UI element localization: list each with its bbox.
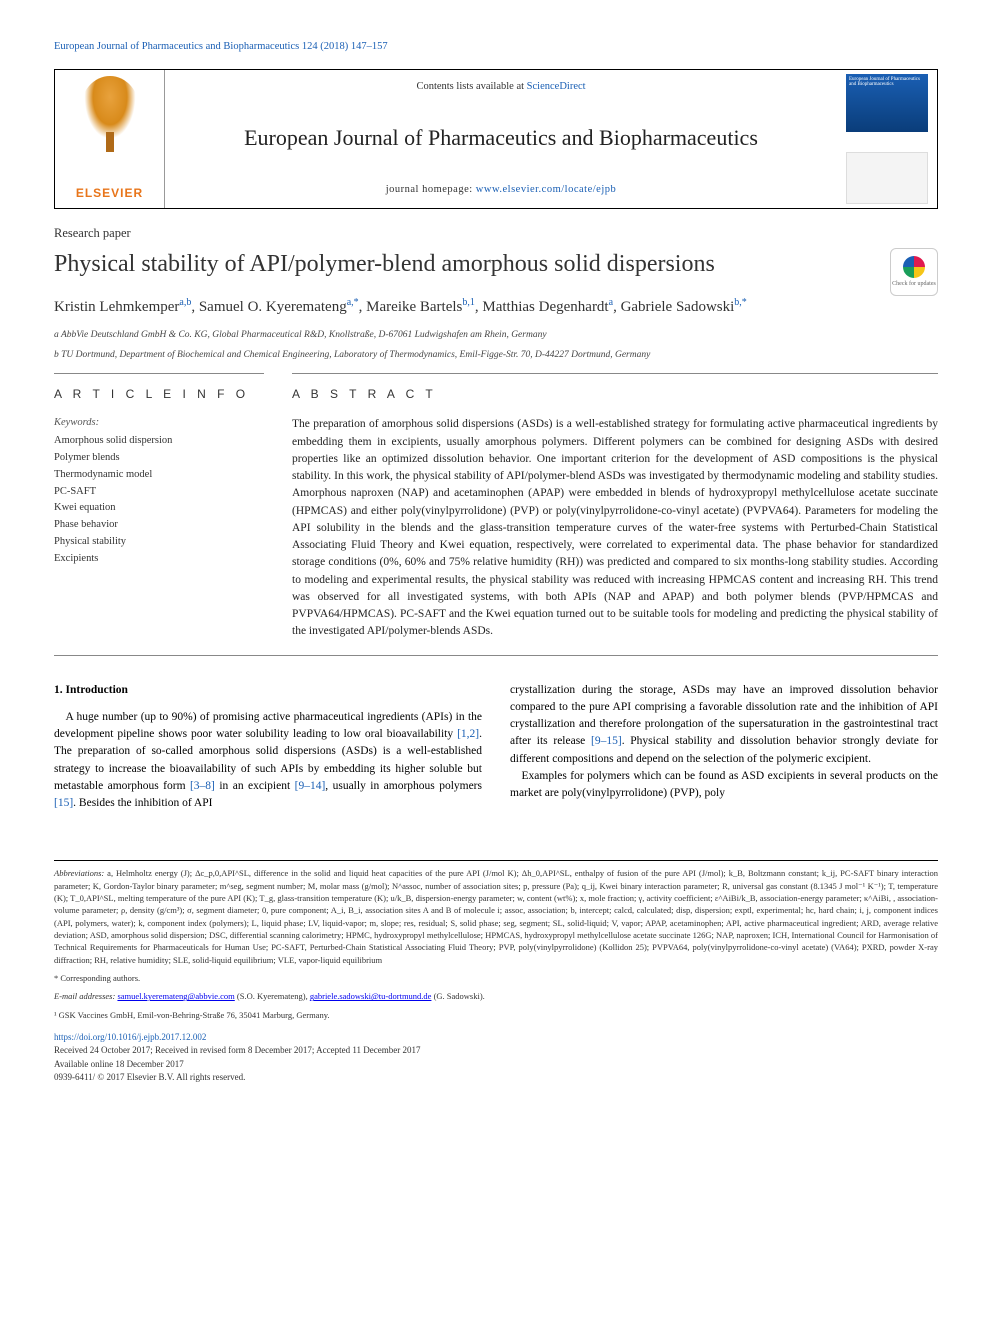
sciencedirect-link[interactable]: ScienceDirect <box>527 81 586 92</box>
journal-banner: ELSEVIER Contents lists available at Sci… <box>54 69 938 209</box>
abstract-text: The preparation of amorphous solid dispe… <box>292 416 938 640</box>
intro-paragraph-2: crystallization during the storage, ASDs… <box>510 682 938 803</box>
author-note-1: ¹ GSK Vaccines GmbH, Emil-von-Behring-St… <box>54 1009 938 1021</box>
crossmark-label: Check for updates <box>892 280 936 288</box>
affiliation: a AbbVie Deutschland GmbH & Co. KG, Glob… <box>54 328 938 342</box>
online-date: Available online 18 December 2017 <box>54 1059 184 1069</box>
email-line: E-mail addresses: samuel.kyeremateng@abb… <box>54 990 938 1002</box>
keyword: Polymer blends <box>54 450 264 467</box>
journal-name: European Journal of Pharmaceutics and Bi… <box>244 123 758 154</box>
article-info-column: A R T I C L E I N F O Keywords: Amorphou… <box>54 373 264 641</box>
body-two-column: 1. Introduction A huge number (up to 90%… <box>54 682 938 813</box>
crossmark-icon <box>903 256 925 278</box>
elsevier-tree-icon <box>80 76 140 146</box>
affiliation: b TU Dortmund, Department of Biochemical… <box>54 348 938 362</box>
abstract-column: A B S T R A C T The preparation of amorp… <box>292 373 938 641</box>
citation-link[interactable]: [9–15] <box>591 735 622 747</box>
article-info-heading: A R T I C L E I N F O <box>54 386 264 403</box>
keyword: Kwei equation <box>54 500 264 517</box>
divider <box>54 655 938 656</box>
publisher-logo-block: ELSEVIER <box>55 70 165 208</box>
copyright-line: 0939-6411/ © 2017 Elsevier B.V. All righ… <box>54 1072 245 1082</box>
keyword: Phase behavior <box>54 517 264 534</box>
page: European Journal of Pharmaceutics and Bi… <box>0 0 992 1115</box>
keyword: Amorphous solid dispersion <box>54 433 264 450</box>
email-who-1: (S.O. Kyeremateng), <box>235 991 310 1001</box>
email-link-1[interactable]: samuel.kyeremateng@abbvie.com <box>117 991 234 1001</box>
keywords-list: Amorphous solid dispersionPolymer blends… <box>54 433 264 567</box>
keywords-label: Keywords: <box>54 416 264 431</box>
citation-link[interactable]: [1,2] <box>457 728 479 740</box>
affiliations: a AbbVie Deutschland GmbH & Co. KG, Glob… <box>54 328 938 363</box>
citation-link[interactable]: [15] <box>54 797 73 809</box>
article-type: Research paper <box>54 225 938 243</box>
keyword: Physical stability <box>54 534 264 551</box>
authors-line: Kristin Lehmkempera,b, Samuel O. Kyerema… <box>54 296 938 318</box>
abbreviations-label: Abbreviations: <box>54 868 104 878</box>
contents-lists-line: Contents lists available at ScienceDirec… <box>416 80 585 95</box>
doi-history-block: https://doi.org/10.1016/j.ejpb.2017.12.0… <box>54 1031 938 1085</box>
body-column-left: 1. Introduction A huge number (up to 90%… <box>54 682 482 813</box>
corresponding-note: * Corresponding authors. <box>54 972 938 984</box>
doi-link[interactable]: https://doi.org/10.1016/j.ejpb.2017.12.0… <box>54 1032 206 1042</box>
citation-link[interactable]: [9–14] <box>295 780 326 792</box>
journal-homepage-line: journal homepage: www.elsevier.com/locat… <box>386 183 617 198</box>
journal-cover-thumbnail-secondary <box>846 152 928 204</box>
crossmark-badge[interactable]: Check for updates <box>890 248 938 296</box>
body-column-right: crystallization during the storage, ASDs… <box>510 682 938 813</box>
title-row: Physical stability of API/polymer-blend … <box>54 248 938 296</box>
intro-paragraph-1: A huge number (up to 90%) of promising a… <box>54 709 482 813</box>
abbreviations-footnote: Abbreviations: a, Helmholtz energy (J); … <box>54 860 938 966</box>
abstract-heading: A B S T R A C T <box>292 386 938 403</box>
citation-link[interactable]: [3–8] <box>190 780 215 792</box>
homepage-prefix: journal homepage: <box>386 184 476 195</box>
journal-cover-thumbnail: European Journal of Pharmaceutics and Bi… <box>846 74 928 132</box>
keyword: Excipients <box>54 551 264 568</box>
keyword: PC-SAFT <box>54 484 264 501</box>
banner-center: Contents lists available at ScienceDirec… <box>165 70 837 208</box>
info-abstract-row: A R T I C L E I N F O Keywords: Amorphou… <box>54 373 938 641</box>
publisher-name: ELSEVIER <box>76 185 143 202</box>
abbreviations-text: a, Helmholtz energy (J); Δc_p,0,API^SL, … <box>54 868 938 964</box>
introduction-heading: 1. Introduction <box>54 682 482 699</box>
banner-right: European Journal of Pharmaceutics and Bi… <box>837 70 937 208</box>
running-header: European Journal of Pharmaceutics and Bi… <box>54 40 938 55</box>
history-line: Received 24 October 2017; Received in re… <box>54 1045 421 1055</box>
keyword: Thermodynamic model <box>54 467 264 484</box>
email-link-2[interactable]: gabriele.sadowski@tu-dortmund.de <box>310 991 432 1001</box>
journal-homepage-link[interactable]: www.elsevier.com/locate/ejpb <box>476 184 616 195</box>
email-label: E-mail addresses: <box>54 991 115 1001</box>
article-title: Physical stability of API/polymer-blend … <box>54 248 878 282</box>
email-who-2: (G. Sadowski). <box>431 991 484 1001</box>
contents-prefix: Contents lists available at <box>416 81 526 92</box>
